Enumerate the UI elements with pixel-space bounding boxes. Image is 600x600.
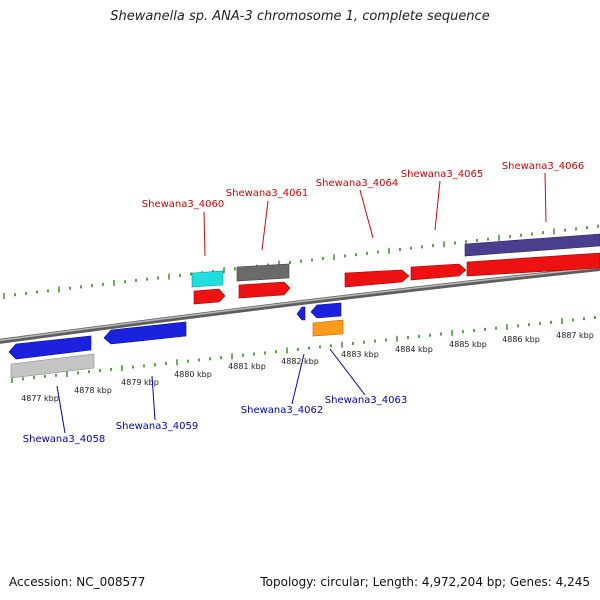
chromosome-backbone-highlight	[0, 266, 600, 342]
genome-summary-text: Topology: circular; Length: 4,972,204 bp…	[260, 575, 590, 589]
feature-cyan-4060[interactable]	[191, 270, 224, 288]
cds-shewana3-4061[interactable]	[238, 281, 291, 299]
kbp-tick-label: 4882 kbp	[281, 357, 319, 366]
forward-gene-label[interactable]: Shewana3_4061	[226, 188, 308, 199]
kbp-tick-label: 4880 kbp	[174, 370, 212, 379]
kbp-tick-label: 4878 kbp	[74, 386, 112, 395]
feature-purple-region[interactable]	[464, 233, 600, 257]
cds-shewana3-4066[interactable]	[466, 252, 600, 277]
gene-label-group: Shewana3_4060Shewana3_4061Shewana3_4064S…	[23, 161, 584, 445]
kbp-tick-label: 4887 kbp	[556, 331, 594, 340]
feature-gray-4058[interactable]	[10, 353, 95, 379]
forward-gene-label[interactable]: Shewana3_4064	[316, 178, 398, 189]
reverse-leader-line	[291, 353, 305, 405]
cds-shewana3-4065[interactable]	[410, 263, 467, 281]
chromosome-backbone	[0, 266, 600, 344]
inner-tick-track	[11, 316, 596, 383]
kbp-tick-label: 4883 kbp	[341, 350, 379, 359]
kbp-tick-label: 4877 kbp	[21, 394, 59, 403]
map-title: Shewanella sp. ANA-3 chromosome 1, compl…	[110, 9, 490, 24]
reverse-leader-line	[329, 348, 366, 396]
cds-shewana3-4060[interactable]	[193, 288, 226, 305]
reverse-leader-line	[151, 375, 156, 421]
kbp-tick-label: 4879 kbp	[121, 378, 159, 387]
kbp-tick-label: 4885 kbp	[449, 340, 487, 349]
forward-leader-line	[544, 172, 547, 223]
reverse-leader-line	[56, 385, 66, 434]
cds-shewana3-4064[interactable]	[344, 269, 410, 288]
kbp-tick-label: 4884 kbp	[395, 345, 433, 354]
cds-shewana3-4058[interactable]	[8, 335, 92, 360]
cds-shewana3-4059[interactable]	[103, 321, 187, 345]
forward-feature-track	[191, 233, 600, 305]
forward-leader-line	[434, 180, 441, 231]
forward-gene-label[interactable]: Shewana3_4065	[401, 169, 483, 180]
feature-orange-4063[interactable]	[312, 319, 344, 337]
reverse-gene-label[interactable]: Shewana3_4058	[23, 434, 105, 445]
cds-shewana3-4062[interactable]	[296, 306, 306, 321]
kbp-label-group: 4877 kbp 4878 kbp 4879 kbp 4880 kbp 4881 kbp…	[21, 331, 594, 403]
kbp-tick-label: 4881 kbp	[228, 362, 266, 371]
kbp-tick-label: 4886 kbp	[502, 335, 540, 344]
forward-gene-label[interactable]: Shewana3_4066	[502, 161, 584, 172]
feature-gray-4061[interactable]	[236, 263, 290, 282]
reverse-feature-track	[8, 302, 344, 379]
forward-leader-line	[261, 200, 269, 251]
reverse-gene-label[interactable]: Shewana3_4059	[116, 421, 198, 432]
forward-leader-line	[359, 189, 374, 239]
accession-text: Accession: NC_008577	[9, 575, 146, 589]
forward-gene-label[interactable]: Shewana3_4060	[142, 199, 224, 210]
reverse-gene-label[interactable]: Shewana3_4062	[241, 405, 323, 416]
cds-shewana3-4063[interactable]	[310, 302, 342, 319]
reverse-gene-label[interactable]: Shewana3_4063	[325, 395, 407, 406]
forward-leader-line	[203, 211, 206, 257]
